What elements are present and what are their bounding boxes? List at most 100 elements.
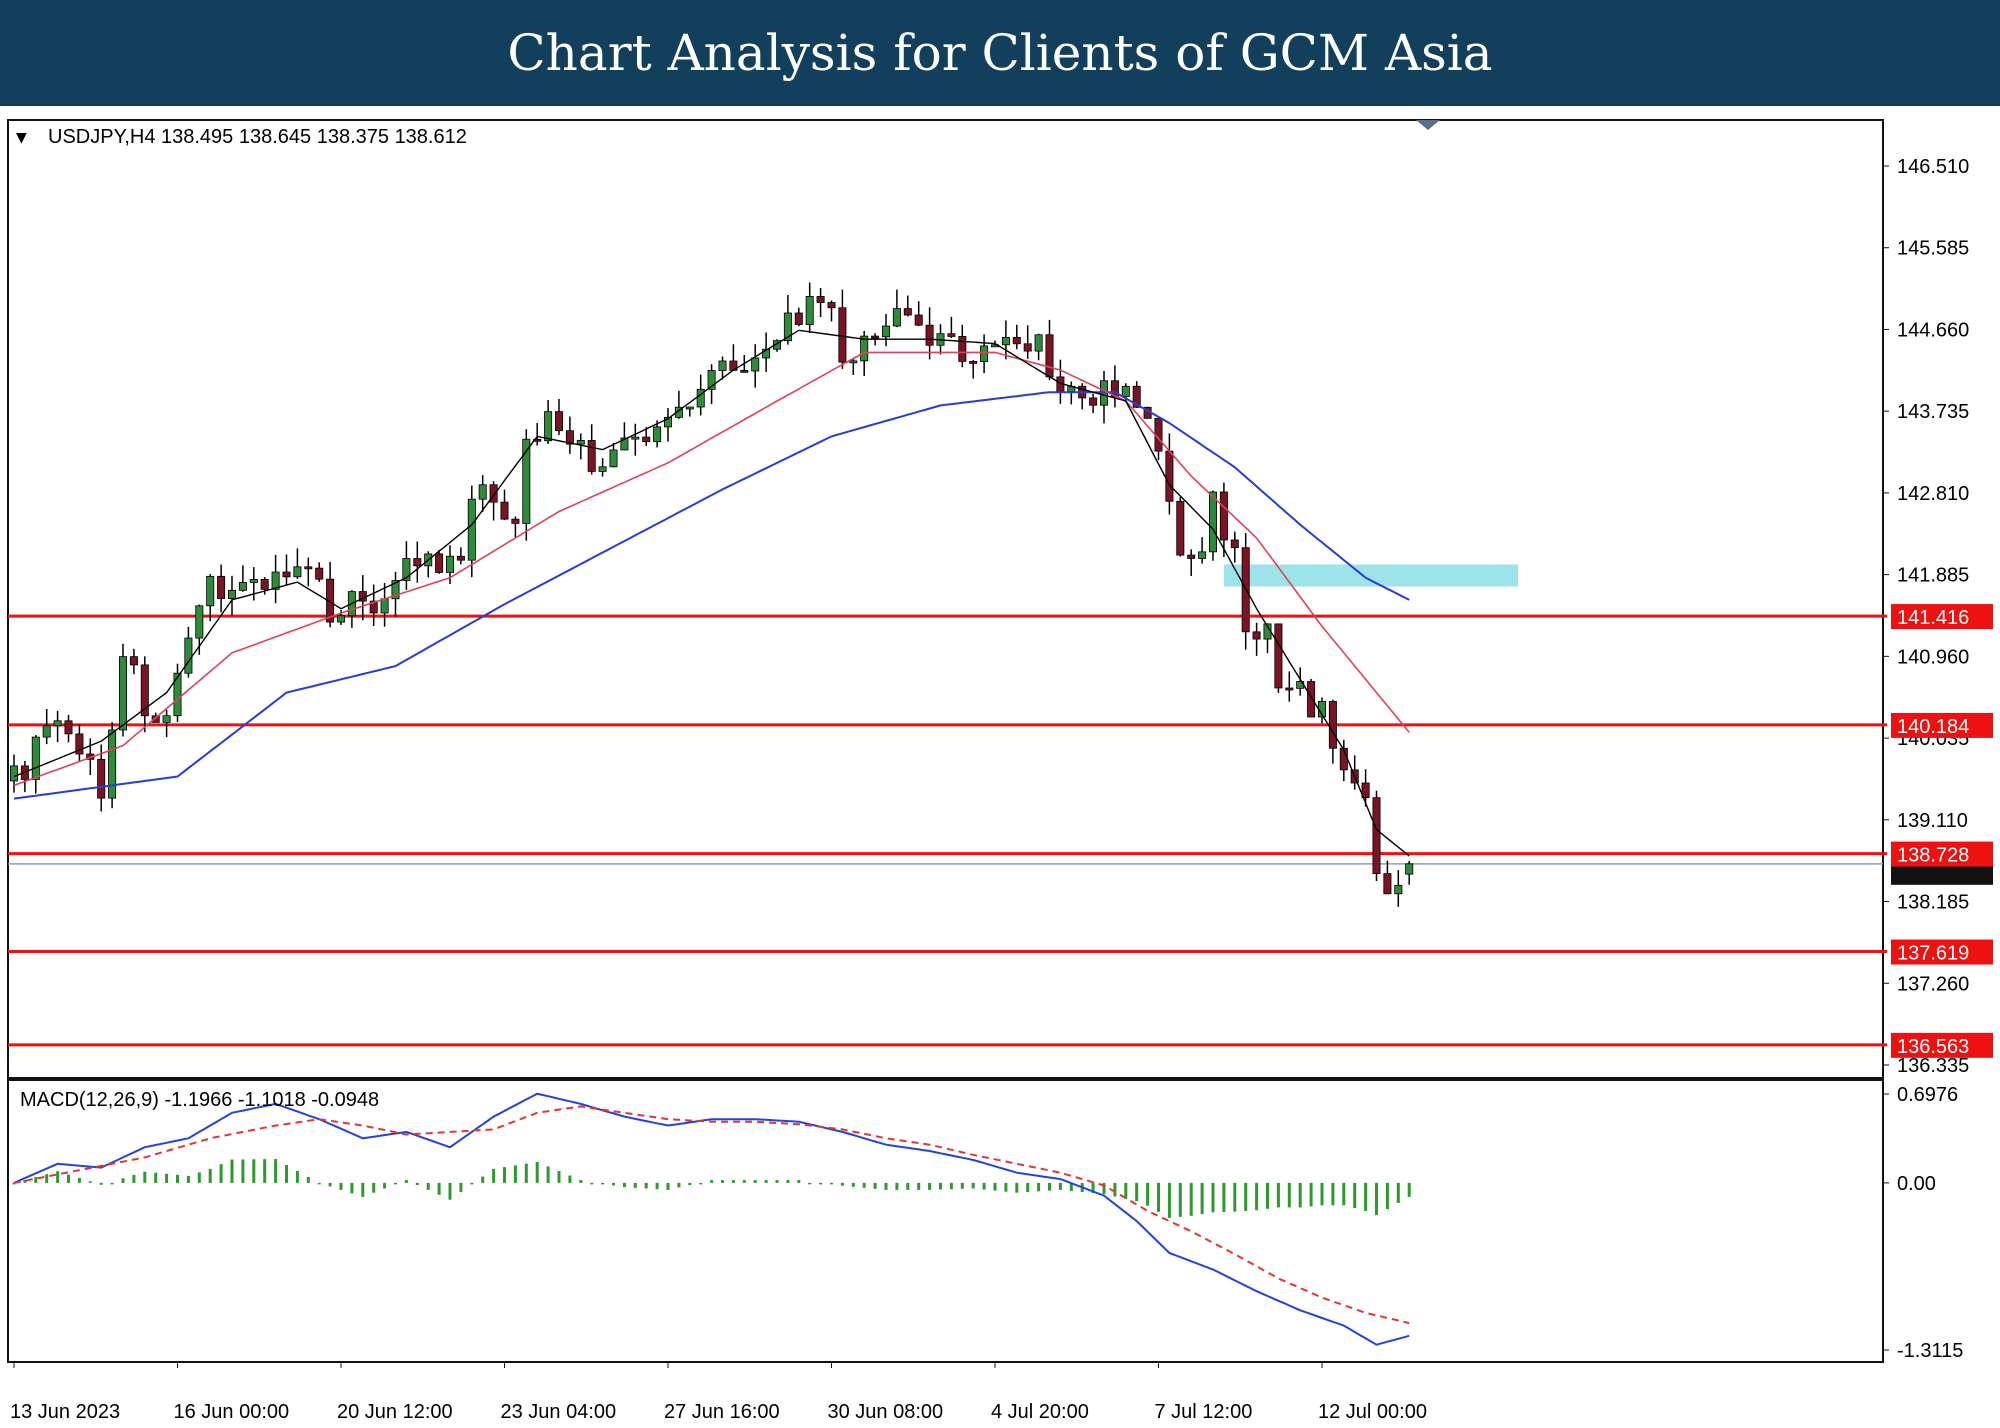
- price-tick-label: 143.735: [1897, 401, 1969, 423]
- candle-body: [631, 436, 640, 440]
- time-axis: 13 Jun 2023 16 Jun 00:00 20 Jun 12:00 23 Ju…: [10, 1362, 1427, 1423]
- level-tag-label: 140.184: [1897, 716, 1969, 738]
- candle-body: [1012, 337, 1021, 345]
- candle-body: [1198, 551, 1207, 559]
- candle-body: [1274, 623, 1283, 689]
- level-tag-label: 137.619: [1897, 943, 1969, 965]
- candle-body: [674, 406, 683, 418]
- candle-body: [718, 360, 727, 371]
- banner-title: Chart Analysis for Clients of GCM Asia: [507, 24, 1493, 82]
- price-panel: 146.510 145.585 144.660 143.735 142.810 141.8…: [7, 119, 1993, 1079]
- candle-body: [227, 589, 236, 599]
- macd-signal-line: [13, 1105, 1410, 1325]
- resistance-zone-box: [1223, 564, 1519, 587]
- candle-body: [271, 571, 280, 590]
- candle-body: [838, 307, 847, 363]
- price-tick-label: 142.810: [1897, 483, 1969, 505]
- candle-body: [1230, 539, 1239, 549]
- candle-body: [413, 558, 422, 567]
- candle-body: [184, 637, 193, 674]
- candle-body: [925, 324, 934, 346]
- candle-body: [1209, 491, 1218, 553]
- candle-body: [1165, 450, 1174, 502]
- macd-axis: 0.6976 0.00 -1.3115: [1883, 1084, 1963, 1362]
- price-axis: 146.510 145.585 144.660 143.735 142.810 141.8…: [1883, 156, 1969, 1077]
- scroll-marker-icon[interactable]: [1416, 120, 1440, 130]
- candle-body: [456, 555, 465, 561]
- candle-body: [1252, 631, 1261, 640]
- moving-averages: [13, 329, 1410, 857]
- current-price-tag: [1891, 862, 1993, 885]
- macd-main-line: [13, 1092, 1410, 1346]
- time-tick-label: 30 Jun 08:00: [828, 1401, 944, 1423]
- candle-body: [369, 600, 378, 614]
- level-tag-label: 141.416: [1897, 607, 1969, 629]
- time-tick-label: 7 Jul 12:00: [1155, 1401, 1253, 1423]
- candle-body: [445, 555, 454, 573]
- candle-body: [555, 411, 564, 432]
- candle-body: [249, 578, 258, 583]
- candle-body: [238, 582, 247, 591]
- macd-tick-label: -1.3115: [1897, 1340, 1963, 1362]
- time-tick-label: 4 Jul 20:00: [991, 1401, 1089, 1423]
- candle-body: [315, 567, 324, 580]
- candle-body: [598, 466, 607, 472]
- candle-body: [1121, 385, 1130, 397]
- chart-header-arrow-icon[interactable]: ▼: [16, 130, 27, 146]
- support-resistance-levels: 141.416 140.184 138.728 137.619 136.563: [8, 604, 1993, 1058]
- chart-header: USDJPY,H4 138.495 138.645 138.375 138.61…: [48, 126, 467, 148]
- ema-slow-line: [13, 391, 1410, 800]
- time-tick-label: 23 Jun 04:00: [501, 1401, 617, 1423]
- candle-body: [380, 598, 389, 614]
- candle-body: [391, 580, 400, 600]
- candle-body: [653, 426, 662, 443]
- price-tick-label: 144.660: [1897, 319, 1969, 341]
- candle-body: [1132, 385, 1141, 408]
- time-tick-label: 16 Jun 00:00: [174, 1401, 290, 1423]
- candle-body: [794, 312, 803, 325]
- candle-body: [609, 449, 618, 468]
- candle-body: [783, 312, 792, 342]
- level-tag: [1891, 712, 1993, 738]
- candle-body: [1176, 500, 1185, 556]
- candle-body: [762, 348, 771, 359]
- level-tag-label: 136.563: [1897, 1036, 1969, 1058]
- candle-body: [119, 656, 128, 731]
- candle-body: [522, 438, 531, 524]
- price-tick-label: 140.960: [1897, 646, 1969, 668]
- candle-body: [293, 566, 302, 578]
- candle-body: [849, 360, 858, 364]
- candle-body: [1023, 343, 1032, 352]
- time-tick-label: 27 Jun 16:00: [664, 1401, 780, 1423]
- candle-body: [1001, 337, 1010, 346]
- candle-body: [544, 411, 553, 442]
- candle-body: [1383, 873, 1392, 895]
- candle-body: [173, 672, 182, 717]
- candle-body: [860, 335, 869, 362]
- candle-body: [565, 430, 574, 445]
- candle-body: [1219, 491, 1228, 541]
- candle-body: [151, 715, 160, 723]
- level-tag-label: 138.728: [1897, 845, 1969, 867]
- level-tag: [1891, 841, 1993, 867]
- price-tick-label: 141.885: [1897, 565, 1969, 587]
- candle-body: [1372, 797, 1381, 874]
- level-tag: [1891, 604, 1993, 630]
- candle-body: [620, 437, 629, 451]
- candle-body: [1394, 884, 1403, 895]
- macd-header: MACD(12,26,9) -1.1966 -1.1018 -0.0948: [20, 1089, 379, 1111]
- candle-body: [217, 575, 226, 599]
- candle-body: [195, 605, 204, 639]
- candle-body: [1089, 397, 1098, 406]
- candle-body: [914, 314, 923, 326]
- price-tick-label: 138.185: [1897, 892, 1969, 914]
- candle-body: [827, 302, 836, 309]
- chart-svg: 146.510 145.585 144.660 143.735 142.810 141.8…: [7, 119, 1993, 1423]
- candle-body: [882, 325, 891, 338]
- candle-body: [75, 733, 84, 755]
- candle-body: [140, 664, 149, 717]
- candle-body: [1187, 554, 1196, 559]
- candle-body: [1285, 687, 1294, 691]
- time-tick-label: 13 Jun 2023: [10, 1401, 120, 1423]
- candle-body: [685, 406, 694, 410]
